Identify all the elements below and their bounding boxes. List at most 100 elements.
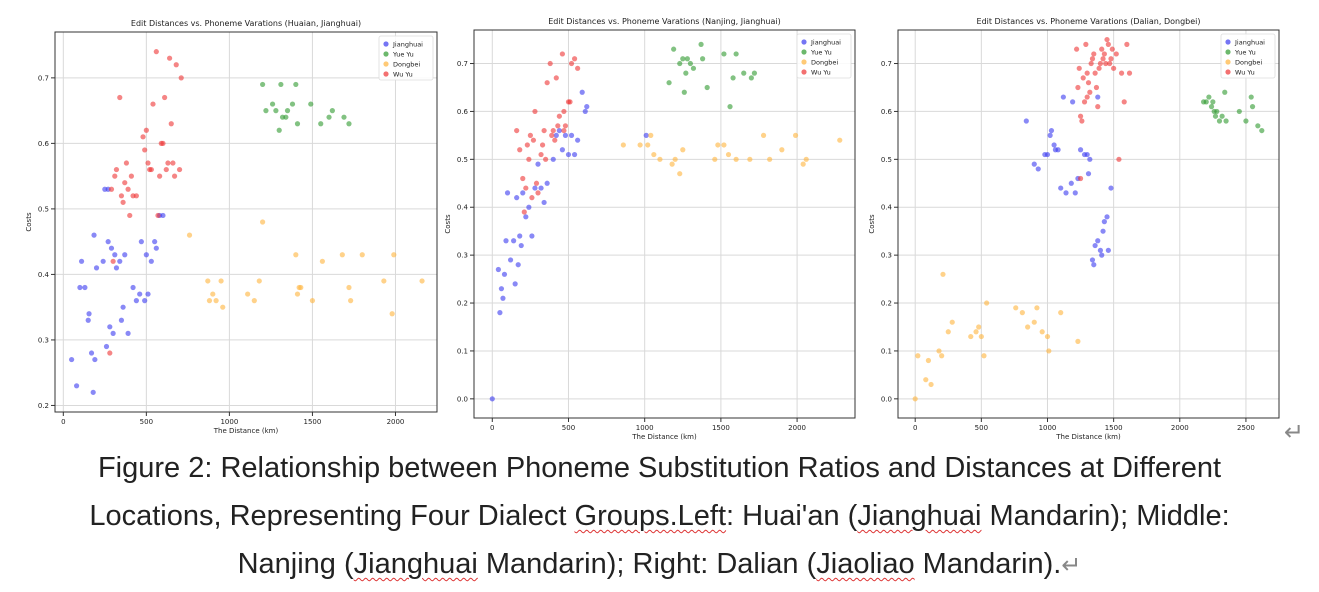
chart-title: Edit Distances vs. Phoneme Varations (Da… [977,17,1201,26]
data-point [687,60,694,67]
data-point [582,108,588,115]
data-point [329,108,335,114]
data-point [550,156,556,162]
data-point [140,134,146,140]
legend-label: Jianghuai [392,41,423,49]
y-tick-label: 0.5 [881,156,892,164]
y-tick-label: 0.6 [38,140,50,148]
y-tick-label: 0.7 [457,60,468,68]
data-point [133,298,139,304]
data-point [245,291,251,297]
return-mark-icon: ↵ [1284,418,1305,446]
data-point [105,239,111,245]
data-point [512,281,518,287]
data-point [672,156,678,162]
data-point [571,151,578,158]
data-point [1077,147,1084,153]
data-point [339,252,345,258]
data-point [163,166,169,173]
data-point [213,298,219,304]
x-tick-label: 0 [490,424,494,432]
data-point [556,113,562,119]
data-point [515,262,521,268]
data-point [721,51,727,57]
data-point [550,127,556,134]
data-point [837,137,843,143]
data-point [1089,257,1096,263]
data-point [113,166,120,173]
data-point [532,108,538,115]
data-point [511,238,517,244]
caption-text: Mandarin). [914,548,1062,580]
data-point [1092,242,1098,249]
data-point [122,252,128,258]
data-point [571,56,578,62]
x-axis-label: The Distance (km) [1055,433,1121,440]
data-point [1097,60,1104,67]
legend-box [1220,33,1276,79]
data-point [556,127,562,134]
data-point [142,298,148,304]
data-point [1047,132,1053,138]
data-point [293,81,299,88]
data-point [100,258,106,264]
data-point [730,75,736,81]
data-point [108,245,115,251]
data-point [1034,305,1040,311]
plot-frame [473,29,856,419]
data-point [1097,247,1104,253]
data-point [260,81,266,88]
data-point [530,137,537,143]
data-point [651,151,657,158]
data-point [704,84,710,91]
data-point [1044,333,1051,340]
data-point [206,298,213,304]
data-point [278,81,284,88]
caption-line-3: Nanjing (Jianghuai Mandarin); Right: Dal… [0,540,1319,590]
data-point [690,65,697,71]
data-point [1212,113,1219,119]
legend-box [796,33,852,79]
data-point [779,147,785,153]
data-point [1103,60,1109,67]
data-point [220,304,226,310]
data-point [138,239,144,245]
data-point [1248,94,1254,100]
data-point [143,252,149,258]
data-point [543,156,549,162]
chart-panel-1: 0 500 1000 1500 2000 0.2 0.3 0.4 0.5 0.6 0.7 Edit D… [25,19,438,435]
data-point [346,284,352,291]
data-point [669,161,675,167]
y-tick-label: 0.4 [457,204,469,212]
data-point [497,310,503,316]
data-point [1088,60,1094,67]
data-point [544,180,550,186]
data-point [1075,84,1081,91]
data-point [1081,99,1088,105]
legend-label: Dongbei [811,59,838,67]
data-point [112,173,118,179]
data-point [1023,118,1029,124]
data-point [167,55,173,61]
data-point [521,209,527,215]
y-tick-label: 0.0 [881,395,892,403]
data-point [1208,104,1215,110]
data-point [523,185,529,191]
data-point [681,89,687,95]
y-tick-label: 0.3 [457,252,468,260]
data-point [92,356,98,363]
data-point [535,161,541,167]
data-point [520,175,526,182]
data-point [289,101,296,107]
data-point [645,142,651,148]
data-point [117,94,123,101]
x-tick-label: 1000 [1039,424,1057,432]
data-point [1100,56,1106,62]
data-point [273,108,279,114]
data-point [561,108,567,115]
data-point [1091,262,1097,268]
data-point [760,132,767,138]
data-point [535,190,541,196]
data-point [1101,51,1107,57]
caption-text: Locations, Representing Four Dialect [89,500,575,532]
